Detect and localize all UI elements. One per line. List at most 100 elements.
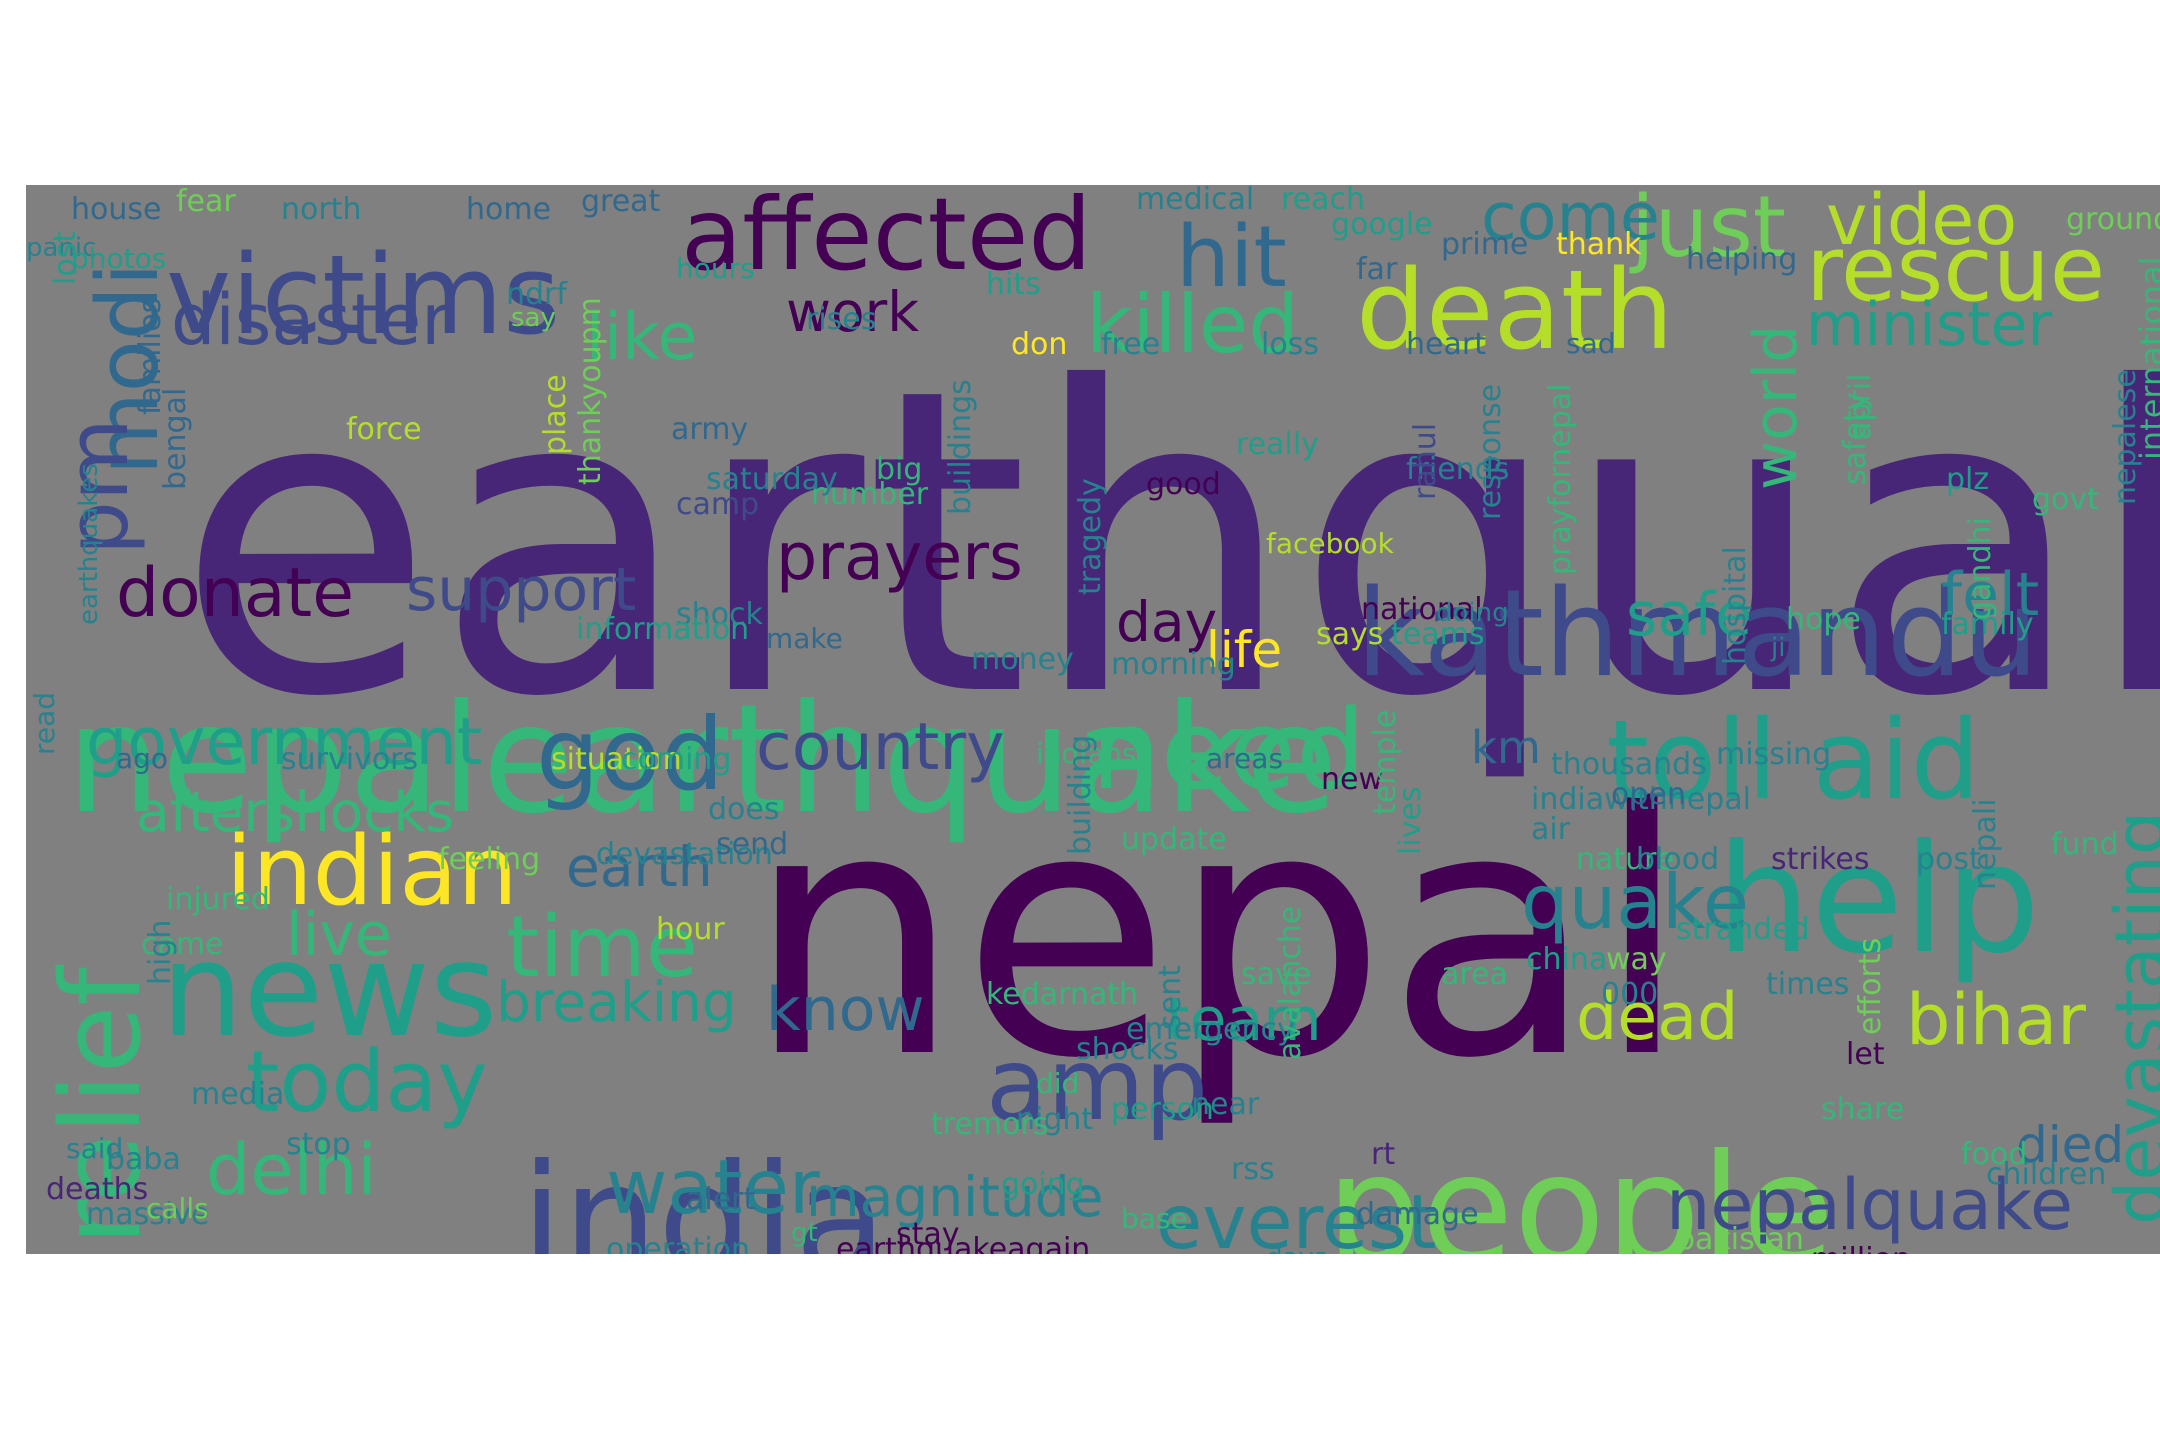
cloud-word: pakistan [1676, 1222, 1804, 1255]
cloud-word: shocks [1076, 1032, 1179, 1067]
cloud-word: fund [2051, 827, 2119, 862]
cloud-word: affected [681, 185, 1092, 293]
cloud-word: tremors [931, 1107, 1049, 1142]
cloud-word: new [1321, 762, 1384, 797]
cloud-word: information [576, 612, 750, 647]
cloud-word: ground [2066, 202, 2160, 237]
cloud-word: amp [986, 1026, 1209, 1143]
cloud-word: news [161, 914, 498, 1066]
cloud-word: victims [166, 231, 561, 359]
cloud-word: loss [1261, 327, 1319, 362]
cloud-word: 000 [1601, 977, 1659, 1012]
cloud-word: calls [146, 1192, 209, 1225]
cloud-word: delhi [206, 1129, 377, 1211]
cloud-word: efforts [1853, 937, 1888, 1035]
cloud-word: media [191, 1077, 285, 1112]
cloud-word: everest [1156, 1178, 1437, 1255]
cloud-word: reach [1281, 185, 1366, 217]
cloud-word: nepalquake [1666, 1164, 2074, 1246]
cloud-word: great [581, 185, 661, 219]
cloud-word: hits [986, 267, 1041, 302]
cloud-word: read [28, 691, 61, 755]
cloud-word: tragedy [1073, 478, 1108, 595]
cloud-word: response [1473, 383, 1508, 520]
cloud-word: hour [656, 912, 725, 947]
cloud-word: north [281, 192, 362, 227]
cloud-word: time [506, 898, 699, 997]
cloud-word: like [586, 300, 698, 375]
cloud-word: free [1101, 327, 1161, 362]
cloud-word: open [1611, 777, 1686, 812]
cloud-word: days [1266, 1245, 1327, 1254]
cloud-word: team [1166, 985, 1322, 1055]
cloud-word: come [1481, 185, 1660, 255]
word-cloud: earthquakenepalnepalearthquakeindiapeopl… [26, 185, 2160, 1254]
cloud-word: hit [1176, 208, 1287, 307]
cloud-word: died [2016, 1116, 2125, 1174]
cloud-word: strikes [1771, 842, 1870, 877]
cloud-word: lost [48, 230, 83, 285]
cloud-word: earthquake [176, 300, 2160, 789]
cloud-word: prayfornepal [1543, 383, 1578, 575]
cloud-word: national [1361, 592, 1483, 627]
cloud-word: force [346, 412, 422, 447]
cloud-word: medical [1136, 185, 1255, 217]
cloud-word: far [1356, 252, 1398, 287]
cloud-word: nepalearthquake [66, 673, 1338, 847]
cloud-word: thank [1556, 227, 1642, 262]
cloud-word: killed [1086, 278, 1300, 371]
cloud-word: ndrf [506, 277, 567, 312]
cloud-word: nepalese [2108, 369, 2143, 505]
cloud-word: stay [896, 1217, 960, 1252]
cloud-word: thankyoupm [573, 297, 608, 485]
cloud-word: emergency [1126, 1012, 1295, 1047]
cloud-word: said [66, 1132, 124, 1165]
cloud-word: ago [116, 742, 169, 775]
cloud-word: help [1716, 813, 2041, 987]
cloud-word: let [1846, 1037, 1885, 1072]
cloud-word: family [1941, 607, 2034, 642]
cloud-word: people [1326, 1123, 1835, 1254]
cloud-word: rt [1371, 1137, 1396, 1172]
cloud-word: work [786, 280, 920, 344]
cloud-word: house [71, 192, 162, 227]
cloud-word: hope [1786, 602, 1861, 637]
cloud-word: near [1191, 1087, 1260, 1122]
cloud-word: photos [71, 242, 167, 275]
cloud-word: earthquakes [74, 463, 104, 625]
cloud-word: indian [226, 817, 518, 927]
cloud-word: bihar [1906, 979, 2086, 1061]
cloud-word: lives [1393, 786, 1428, 855]
cloud-word: kedarnath [986, 977, 1139, 1012]
cloud-word: nature [1576, 842, 1675, 877]
cloud-word: survivors [281, 742, 419, 777]
cloud-word: does [708, 792, 780, 827]
cloud-word: safe [1626, 580, 1753, 650]
cloud-word: sad [1566, 327, 1616, 360]
cloud-word: camp [676, 487, 760, 522]
cloud-word: government [86, 705, 483, 780]
cloud-word: teams [1391, 617, 1485, 652]
cloud-word: govt [2032, 482, 2099, 517]
cloud-word: operation [606, 1232, 751, 1255]
cloud-word: number [811, 477, 929, 512]
cloud-word: post [1916, 842, 1981, 877]
cloud-word: update [1121, 822, 1227, 857]
cloud-word: stop [286, 1127, 351, 1162]
cloud-word: dead [1576, 980, 1739, 1055]
cloud-word: facebook [1266, 527, 1394, 560]
cloud-word: prime [1441, 227, 1529, 262]
cloud-word: deaths [46, 1172, 149, 1207]
cloud-word: shock [676, 597, 763, 632]
cloud-word: injured [166, 882, 270, 917]
cloud-word: place [538, 374, 573, 455]
cloud-word: army [671, 412, 749, 447]
cloud-word: area [1441, 957, 1508, 992]
cloud-word: donate [116, 554, 355, 633]
cloud-word: save [1241, 957, 1312, 992]
cloud-word: going [1001, 1167, 1085, 1202]
cloud-word: death [1356, 246, 1674, 374]
cloud-word: says [1316, 617, 1384, 652]
cloud-word: thousands [1551, 747, 1707, 782]
cloud-word: km [1471, 721, 1541, 774]
